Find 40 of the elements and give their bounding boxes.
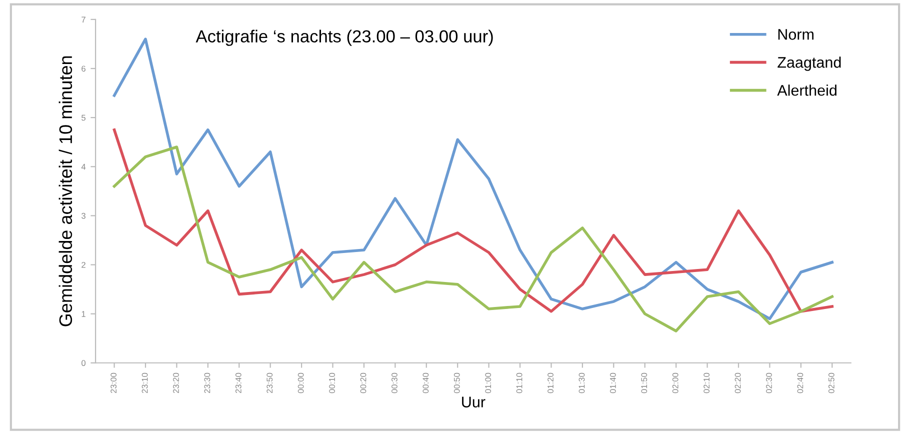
line-series <box>112 128 834 313</box>
legend-label: Alertheid <box>777 84 836 96</box>
y-tick-label: 7 <box>82 16 86 22</box>
x-tick-label: 00:10 <box>329 372 335 394</box>
x-tick-label: 01:10 <box>516 372 522 394</box>
x-tick-label: 02:30 <box>766 372 772 394</box>
x-tick-label: 00:50 <box>454 372 460 394</box>
y-axis-title: Gemiddelde activiteit / 10 minuten <box>58 56 72 326</box>
x-tick-label: 00:30 <box>392 372 398 394</box>
x-tick-label: 02:10 <box>704 372 710 394</box>
x-tick-label: 23:20 <box>173 372 179 394</box>
x-tick-label: 01:40 <box>610 372 616 394</box>
y-tick-label: 5 <box>82 114 86 121</box>
legend-label: Norm <box>778 29 814 40</box>
x-tick-label: 23:50 <box>266 372 273 394</box>
x-tick-label: 02:20 <box>734 372 741 394</box>
y-tick-label: 3 <box>82 212 86 219</box>
x-axis-title: Uur <box>462 396 486 408</box>
x-tick-label: 01:20 <box>548 372 554 394</box>
y-tick-label: 2 <box>82 262 86 268</box>
x-tick-label: 02:00 <box>672 372 678 394</box>
text: Actigrafie ‘s nachts (23.00 – 03.00 uur) <box>196 30 493 46</box>
x-tick-label: 23:10 <box>142 372 148 394</box>
x-tick-label: 02:50 <box>828 372 834 394</box>
y-tick-label: 0 <box>82 360 86 366</box>
x-tick-label: 00:00 <box>298 372 304 394</box>
line-series <box>112 146 834 332</box>
y-tick-label: 1 <box>82 311 86 317</box>
legend-label: Zaagtand <box>778 56 841 71</box>
x-tick-label: 23:00 <box>110 372 117 394</box>
y-tick-label: 4 <box>81 164 86 170</box>
x-tick-label: 01:00 <box>485 372 492 394</box>
x-tick-label: 02:40 <box>797 372 804 394</box>
x-tick-label: 23:30 <box>204 372 210 394</box>
x-tick-label: 01:50 <box>641 372 648 394</box>
x-tick-label: 23:40 <box>235 372 242 394</box>
x-tick-label: 00:40 <box>422 372 429 394</box>
y-tick-label: 6 <box>82 66 86 72</box>
x-tick-label: 00:20 <box>360 372 366 394</box>
x-tick-label: 01:30 <box>578 372 585 394</box>
